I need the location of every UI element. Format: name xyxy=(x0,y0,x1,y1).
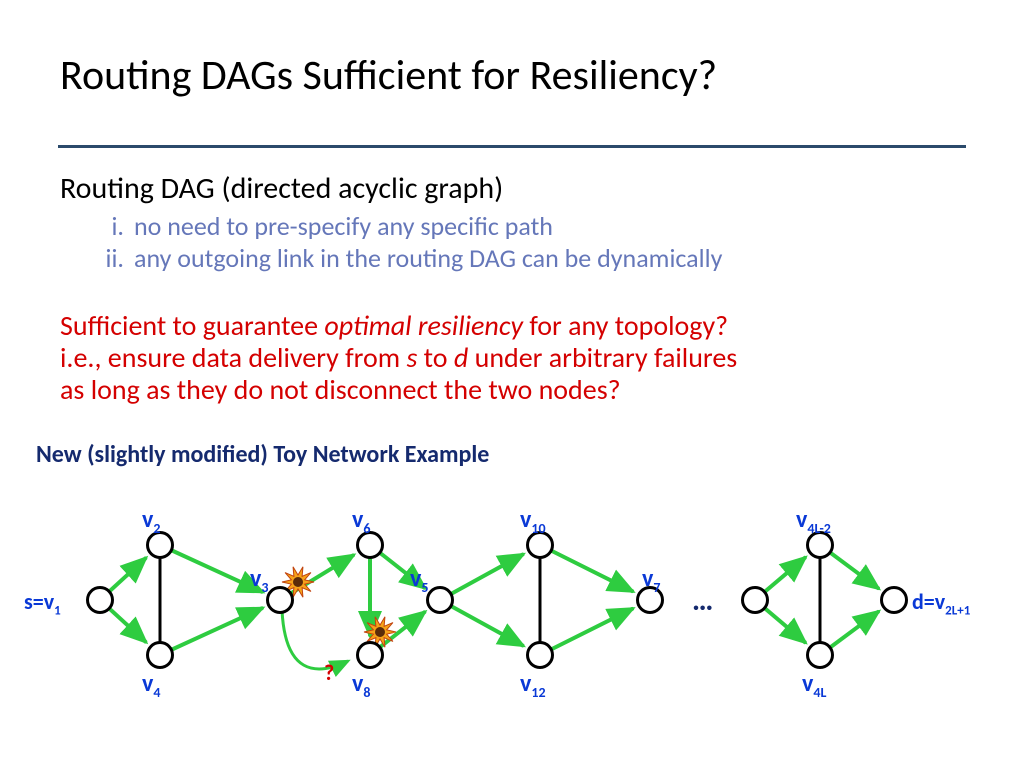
graph-node xyxy=(880,586,908,614)
node-label: v6 xyxy=(352,505,370,537)
graph-node xyxy=(356,641,384,669)
source-label: s=v1 xyxy=(24,588,61,618)
subtitle: Routing DAG (directed acyclic graph) xyxy=(60,170,503,207)
node-label: v10 xyxy=(520,505,546,537)
node-label: v7 xyxy=(642,564,660,596)
question-mark: ? xyxy=(324,659,334,686)
title-rule xyxy=(58,145,966,148)
bullet-list: i. no need to pre-specify any specific pa… xyxy=(90,210,722,274)
red-line-1: Sufficient to guarantee optimal resilien… xyxy=(60,310,960,342)
graph-node xyxy=(426,586,454,614)
node-label: v12 xyxy=(520,669,546,701)
red-l2c: under arbitrary failures xyxy=(468,340,737,375)
bullet-ii-num: ii. xyxy=(90,242,124,274)
graph-node xyxy=(806,641,834,669)
bullet-i-text: no need to pre-specify any specific path xyxy=(134,210,553,242)
dest-label: d=v2L+1 xyxy=(912,588,970,618)
red-line-3: as long as they do not disconnect the tw… xyxy=(60,374,960,406)
node-label: v4 xyxy=(142,669,160,701)
red-l2d: d xyxy=(454,340,468,375)
red-l2a: i.e., ensure data delivery from xyxy=(60,340,406,375)
red-l1a: Sufficient to guarantee xyxy=(60,308,324,343)
toy-example-header: New (slightly modified) Toy Network Exam… xyxy=(36,440,489,469)
graph-node xyxy=(86,586,114,614)
node-label: v3 xyxy=(250,564,268,596)
node-label: v4L-2 xyxy=(796,505,831,537)
ellipsis: … xyxy=(692,582,713,619)
bullet-ii: ii. any outgoing link in the routing DAG … xyxy=(90,242,722,274)
node-label: v5 xyxy=(410,564,428,596)
bullet-ii-text: any outgoing link in the routing DAG can… xyxy=(134,242,722,274)
red-l1c: for any topology? xyxy=(523,308,728,343)
node-label: v8 xyxy=(352,669,370,701)
red-l2s: s xyxy=(406,340,417,375)
red-l2b: to xyxy=(417,340,454,375)
graph-node xyxy=(526,641,554,669)
red-question-block: Sufficient to guarantee optimal resilien… xyxy=(60,310,960,407)
bullet-i: i. no need to pre-specify any specific pa… xyxy=(90,210,722,242)
slide-title: Routing DAGs Sufficient for Resiliency? xyxy=(60,50,717,101)
node-label: v4L xyxy=(802,669,826,701)
graph-node xyxy=(741,586,769,614)
red-l1b-em: optimal resiliency xyxy=(324,308,523,343)
node-label: v2 xyxy=(142,505,160,537)
network-diagram: v2 v3 v4 v5 v6 v7 v8 v10 v12 v4L-2 v4L s=v1 d=v2L+1 …… xyxy=(0,490,1024,750)
graph-node xyxy=(266,586,294,614)
graph-node xyxy=(146,641,174,669)
red-line-2: i.e., ensure data delivery from s to d u… xyxy=(60,342,960,374)
bullet-i-num: i. xyxy=(90,210,124,242)
